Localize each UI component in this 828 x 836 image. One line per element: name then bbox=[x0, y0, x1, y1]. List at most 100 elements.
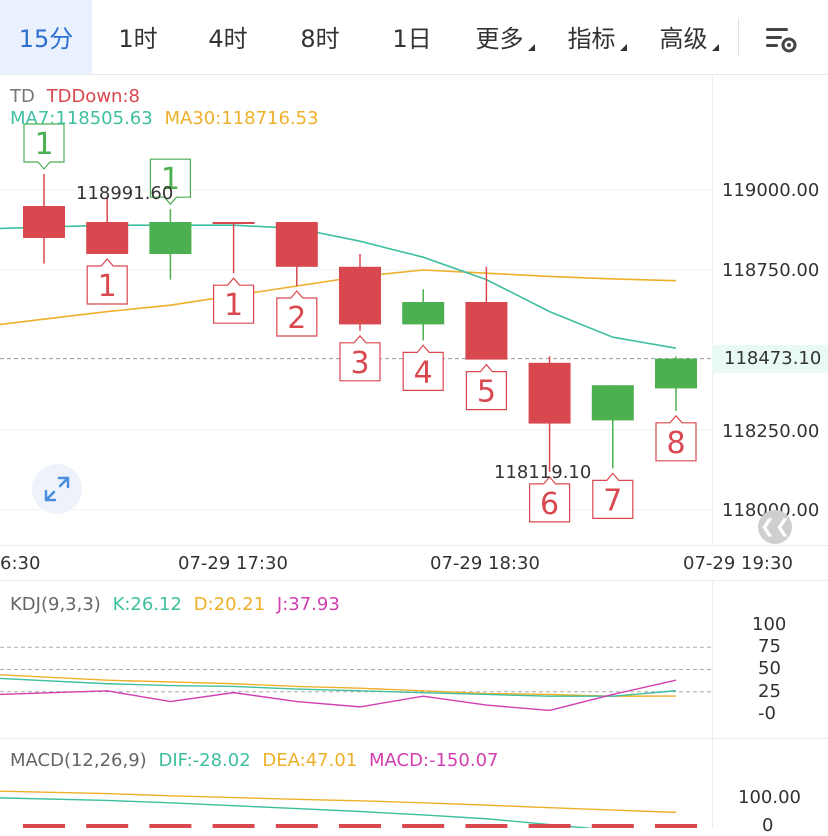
kdj-d-line bbox=[0, 674, 677, 697]
candle-body bbox=[212, 222, 255, 224]
macd-macd-value: MACD:-150.07 bbox=[368, 750, 499, 771]
macd-histogram-bar bbox=[465, 824, 508, 828]
tab-8hour[interactable]: 8时 bbox=[278, 0, 362, 74]
td-marker-number: 2 bbox=[287, 301, 306, 336]
macd-histogram-bar bbox=[339, 824, 381, 828]
tab-1hour[interactable]: 1时 bbox=[96, 0, 180, 74]
td-marker-number: 8 bbox=[666, 426, 685, 461]
candle-body bbox=[465, 302, 508, 360]
macd-dea-value: DEA:47.01 bbox=[262, 750, 358, 771]
td-marker-box bbox=[529, 475, 571, 523]
time-tick: 07-29 19:30 bbox=[683, 553, 793, 574]
time-tick: 07-29 17:30 bbox=[178, 553, 288, 574]
current-price-badge: 118473.10 bbox=[712, 345, 828, 373]
ma7-line bbox=[0, 224, 677, 349]
td-marker-box bbox=[402, 344, 444, 391]
td-marker-box bbox=[655, 414, 697, 462]
macd-dea-line bbox=[0, 790, 677, 814]
td-marker-box bbox=[23, 123, 65, 170]
main-price-axis-line bbox=[712, 74, 713, 545]
candle-body bbox=[339, 266, 381, 325]
time-tick: 07-29 18:30 bbox=[430, 553, 540, 574]
td-marker-number: 1 bbox=[98, 269, 117, 304]
timeframe-tabbar: 15分 1时 4时 8时 1日 更多 指标 高级 bbox=[0, 0, 828, 75]
candle-body bbox=[591, 385, 634, 421]
high-price-label: 118991.60 bbox=[76, 183, 174, 204]
tab-15min[interactable]: 15分 bbox=[0, 0, 92, 74]
chart-settings-icon[interactable] bbox=[764, 24, 798, 54]
td-marker-box bbox=[86, 258, 128, 305]
kdj-k-value: K:26.12 bbox=[112, 594, 182, 615]
tab-8hour-label: 8时 bbox=[300, 25, 340, 53]
macd-histogram-bar bbox=[528, 824, 571, 828]
td-down-value: TDDown:8 bbox=[46, 86, 140, 107]
scroll-to-latest-button[interactable]: ❮❮ bbox=[758, 510, 792, 544]
candle-body bbox=[275, 222, 318, 267]
td-marker-number: 5 bbox=[477, 375, 496, 410]
dropdown-triangle-icon bbox=[711, 44, 719, 51]
macd-histogram-bar bbox=[275, 824, 318, 828]
dropdown-triangle-icon bbox=[527, 44, 535, 51]
td-marker-number: 6 bbox=[540, 487, 559, 522]
td-label: TD bbox=[10, 86, 35, 107]
macd-histogram-bar bbox=[86, 824, 129, 828]
tab-4hour-label: 4时 bbox=[208, 25, 248, 53]
td-marker-number: 7 bbox=[603, 483, 622, 518]
tab-advanced[interactable]: 高级 bbox=[650, 0, 728, 74]
candle-body bbox=[528, 362, 571, 424]
macd-histogram-bar bbox=[655, 824, 697, 828]
kdj-name: KDJ(9,3,3) bbox=[10, 594, 101, 615]
macd-histogram-bar bbox=[591, 824, 634, 828]
kdj-panel-bottom-divider bbox=[0, 738, 828, 739]
kdj-tick: 75 bbox=[758, 636, 781, 657]
kdj-k-line bbox=[0, 677, 677, 697]
candle-body bbox=[149, 222, 192, 254]
price-tick: 118750.00 bbox=[722, 260, 820, 281]
macd-dif-value: DIF:-28.02 bbox=[158, 750, 251, 771]
td-marker-number: 1 bbox=[161, 162, 180, 197]
kdj-tick: 100 bbox=[752, 614, 787, 635]
ma30-value: MA30:118716.53 bbox=[164, 108, 319, 129]
kdj-legend: KDJ(9,3,3) K:26.12 D:20.21 J:37.93 bbox=[10, 594, 346, 615]
td-marker-box bbox=[276, 290, 318, 337]
macd-histogram-bar bbox=[149, 824, 192, 828]
candle-body bbox=[402, 302, 445, 325]
candle-body bbox=[23, 206, 65, 238]
tab-4hour[interactable]: 4时 bbox=[186, 0, 270, 74]
kdj-j-line bbox=[0, 679, 677, 712]
macd-dif-line bbox=[0, 797, 595, 828]
td-marker-number: 3 bbox=[350, 346, 369, 381]
td-marker-number: 4 bbox=[414, 355, 433, 390]
td-marker-box bbox=[213, 277, 255, 324]
time-axis-divider bbox=[0, 580, 828, 581]
kdj-tick: 25 bbox=[758, 681, 781, 702]
tab-indicators[interactable]: 指标 bbox=[558, 0, 636, 74]
macd-tick: 100.00 bbox=[738, 787, 801, 808]
tab-more-label: 更多 bbox=[475, 25, 524, 53]
kdj-tick: 50 bbox=[758, 658, 781, 679]
price-tick: 119000.00 bbox=[722, 180, 820, 201]
kdj-tick: -0 bbox=[758, 703, 776, 724]
td-marker-box bbox=[465, 363, 507, 411]
td-marker-number: 1 bbox=[34, 127, 53, 162]
macd-axis-line bbox=[712, 738, 713, 828]
ma-legend: MA7:118505.63 MA30:118716.53 bbox=[10, 108, 325, 129]
expand-icon bbox=[44, 476, 70, 502]
tab-1day[interactable]: 1日 bbox=[370, 0, 454, 74]
fullscreen-button[interactable] bbox=[32, 464, 82, 514]
ma7-value: MA7:118505.63 bbox=[10, 108, 153, 129]
tab-advanced-label: 高级 bbox=[659, 25, 708, 53]
td-legend: TD TDDown:8 bbox=[10, 86, 146, 107]
tab-indicators-label: 指标 bbox=[567, 25, 616, 53]
low-price-label: 118119.10 bbox=[494, 462, 592, 483]
td-marker-number: 1 bbox=[224, 288, 243, 323]
tab-1hour-label: 1时 bbox=[118, 25, 158, 53]
macd-legend: MACD(12,26,9) DIF:-28.02 DEA:47.01 MACD:… bbox=[10, 750, 504, 771]
tab-more[interactable]: 更多 bbox=[466, 0, 544, 74]
macd-histogram-bar bbox=[23, 824, 65, 828]
macd-tick: 0 bbox=[762, 815, 774, 836]
time-tick: 6:30 bbox=[0, 553, 41, 574]
dropdown-triangle-icon bbox=[619, 44, 627, 51]
td-marker-box bbox=[149, 158, 191, 206]
